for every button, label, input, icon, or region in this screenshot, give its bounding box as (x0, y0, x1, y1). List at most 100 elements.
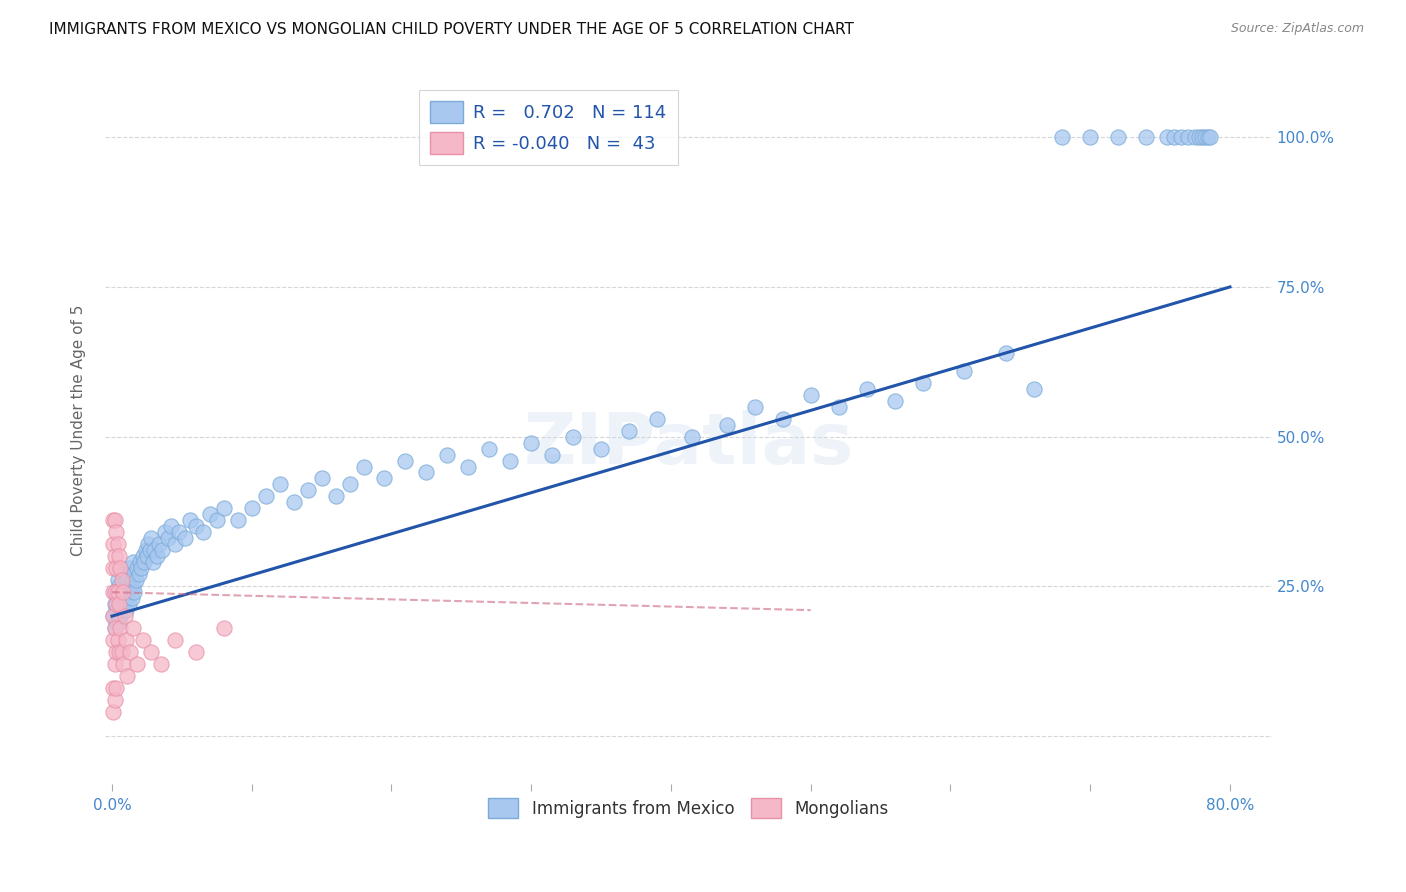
Point (135, 549, 157, 564)
Point (1177, 130, 1199, 145)
Point (115, 585, 138, 599)
Point (478, 442, 501, 456)
Point (108, 597, 131, 611)
Text: IMMIGRANTS FROM MEXICO VS MONGOLIAN CHILD POVERTY UNDER THE AGE OF 5 CORRELATION: IMMIGRANTS FROM MEXICO VS MONGOLIAN CHIL… (49, 22, 853, 37)
Point (104, 513, 127, 527)
Point (681, 429, 703, 443)
Point (115, 603, 138, 617)
Point (179, 513, 201, 527)
Point (541, 448, 564, 462)
Point (148, 537, 170, 551)
Point (163, 537, 186, 551)
Point (415, 466, 437, 480)
Point (156, 532, 179, 546)
Point (111, 567, 134, 582)
Point (716, 417, 738, 432)
Point (1078, 130, 1101, 145)
Point (103, 513, 125, 527)
Point (1156, 130, 1178, 145)
Point (107, 633, 129, 648)
Point (339, 477, 361, 491)
Text: ZIPatlas: ZIPatlas (523, 410, 853, 479)
Point (772, 411, 794, 425)
Point (112, 657, 135, 671)
Point (184, 645, 207, 659)
Point (108, 549, 131, 564)
Point (120, 645, 142, 659)
Point (127, 561, 149, 575)
Point (108, 579, 131, 593)
Point (104, 657, 127, 671)
Point (110, 609, 132, 624)
Point (191, 525, 214, 540)
Point (134, 543, 156, 558)
Point (150, 543, 173, 558)
Point (283, 495, 305, 509)
Point (855, 382, 877, 396)
Point (132, 633, 155, 648)
Point (139, 645, 162, 659)
Point (134, 555, 156, 569)
Point (105, 585, 128, 599)
Point (107, 585, 129, 599)
Point (520, 435, 543, 450)
Point (373, 471, 395, 485)
Point (617, 424, 640, 438)
Point (139, 532, 162, 546)
Point (112, 585, 135, 599)
Point (269, 477, 291, 491)
Point (107, 573, 129, 587)
Point (104, 693, 127, 707)
Point (212, 501, 235, 516)
Point (107, 609, 129, 624)
Point (114, 609, 136, 624)
Point (103, 609, 125, 624)
Point (1163, 130, 1185, 145)
Point (105, 597, 128, 611)
Point (1199, 130, 1222, 145)
Point (104, 549, 127, 564)
Point (1194, 130, 1216, 145)
Point (118, 597, 141, 611)
Point (103, 585, 125, 599)
Point (1184, 130, 1206, 145)
Point (353, 459, 375, 474)
Point (198, 508, 221, 522)
Point (163, 633, 186, 648)
Point (114, 573, 136, 587)
Point (112, 597, 135, 611)
Point (1191, 130, 1213, 145)
Point (1197, 130, 1219, 145)
Point (122, 579, 145, 593)
Point (105, 645, 128, 659)
Point (125, 573, 148, 587)
Point (457, 459, 479, 474)
Point (499, 453, 522, 467)
Point (103, 537, 125, 551)
Point (111, 573, 134, 587)
Point (103, 609, 125, 624)
Point (103, 681, 125, 695)
Point (108, 597, 131, 611)
Point (120, 585, 142, 599)
Point (111, 585, 134, 599)
Point (254, 490, 277, 504)
Point (105, 681, 128, 695)
Point (1052, 130, 1074, 145)
Point (115, 567, 138, 582)
Point (562, 429, 585, 443)
Point (226, 513, 249, 527)
Point (142, 543, 165, 558)
Point (883, 393, 905, 408)
Point (104, 621, 127, 635)
Point (297, 483, 319, 498)
Point (121, 591, 143, 606)
Point (122, 555, 145, 569)
Point (103, 705, 125, 719)
Point (124, 567, 146, 582)
Point (110, 591, 132, 606)
Text: Source: ZipAtlas.com: Source: ZipAtlas.com (1230, 22, 1364, 36)
Point (105, 603, 128, 617)
Point (136, 537, 159, 551)
Point (1107, 130, 1129, 145)
